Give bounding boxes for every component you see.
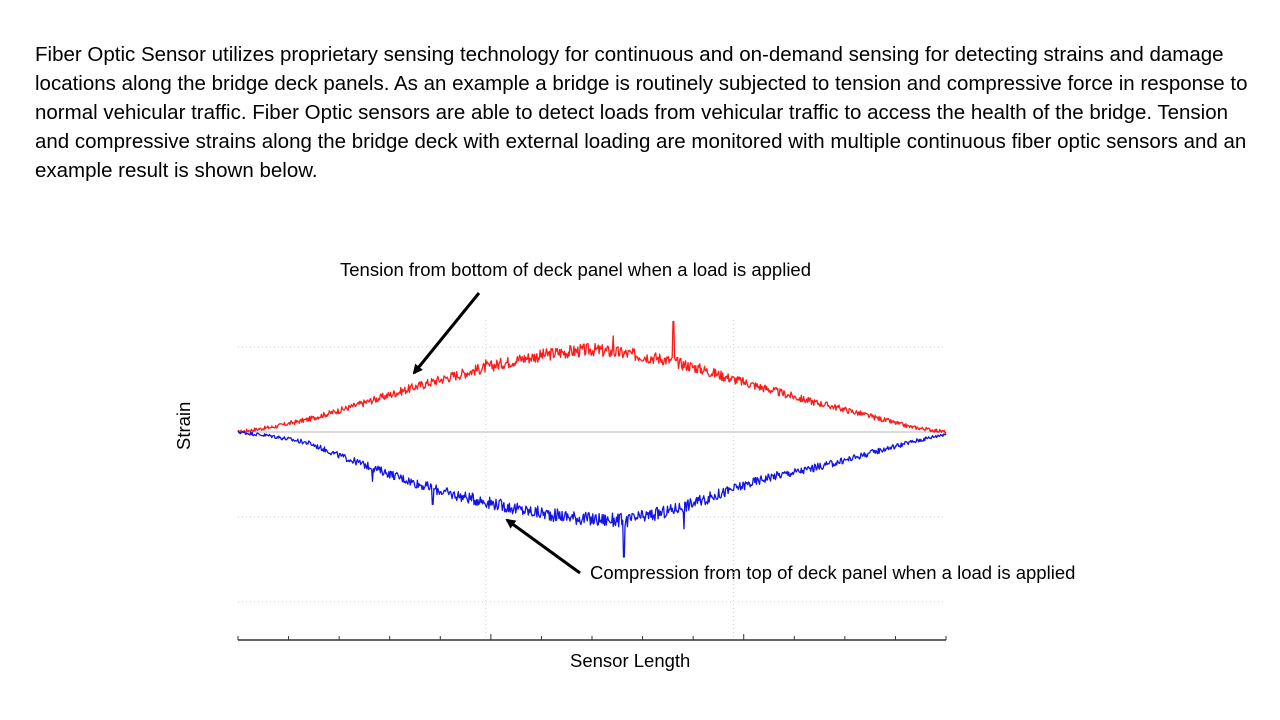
compression-series-line [237,430,947,558]
intro-paragraph: Fiber Optic Sensor utilizes proprietary … [35,43,1248,182]
compression-annotation: Compression from top of deck panel when … [590,562,1076,583]
tension-arrow-icon [412,292,481,375]
x-axis-label: Sensor Length [570,650,691,671]
tension-annotation: Tension from bottom of deck panel when a… [340,259,812,280]
compression-arrow-icon [505,518,581,575]
grid [238,320,946,640]
tension-series-line [237,320,947,435]
x-axis [237,634,947,641]
series-group [237,320,947,558]
